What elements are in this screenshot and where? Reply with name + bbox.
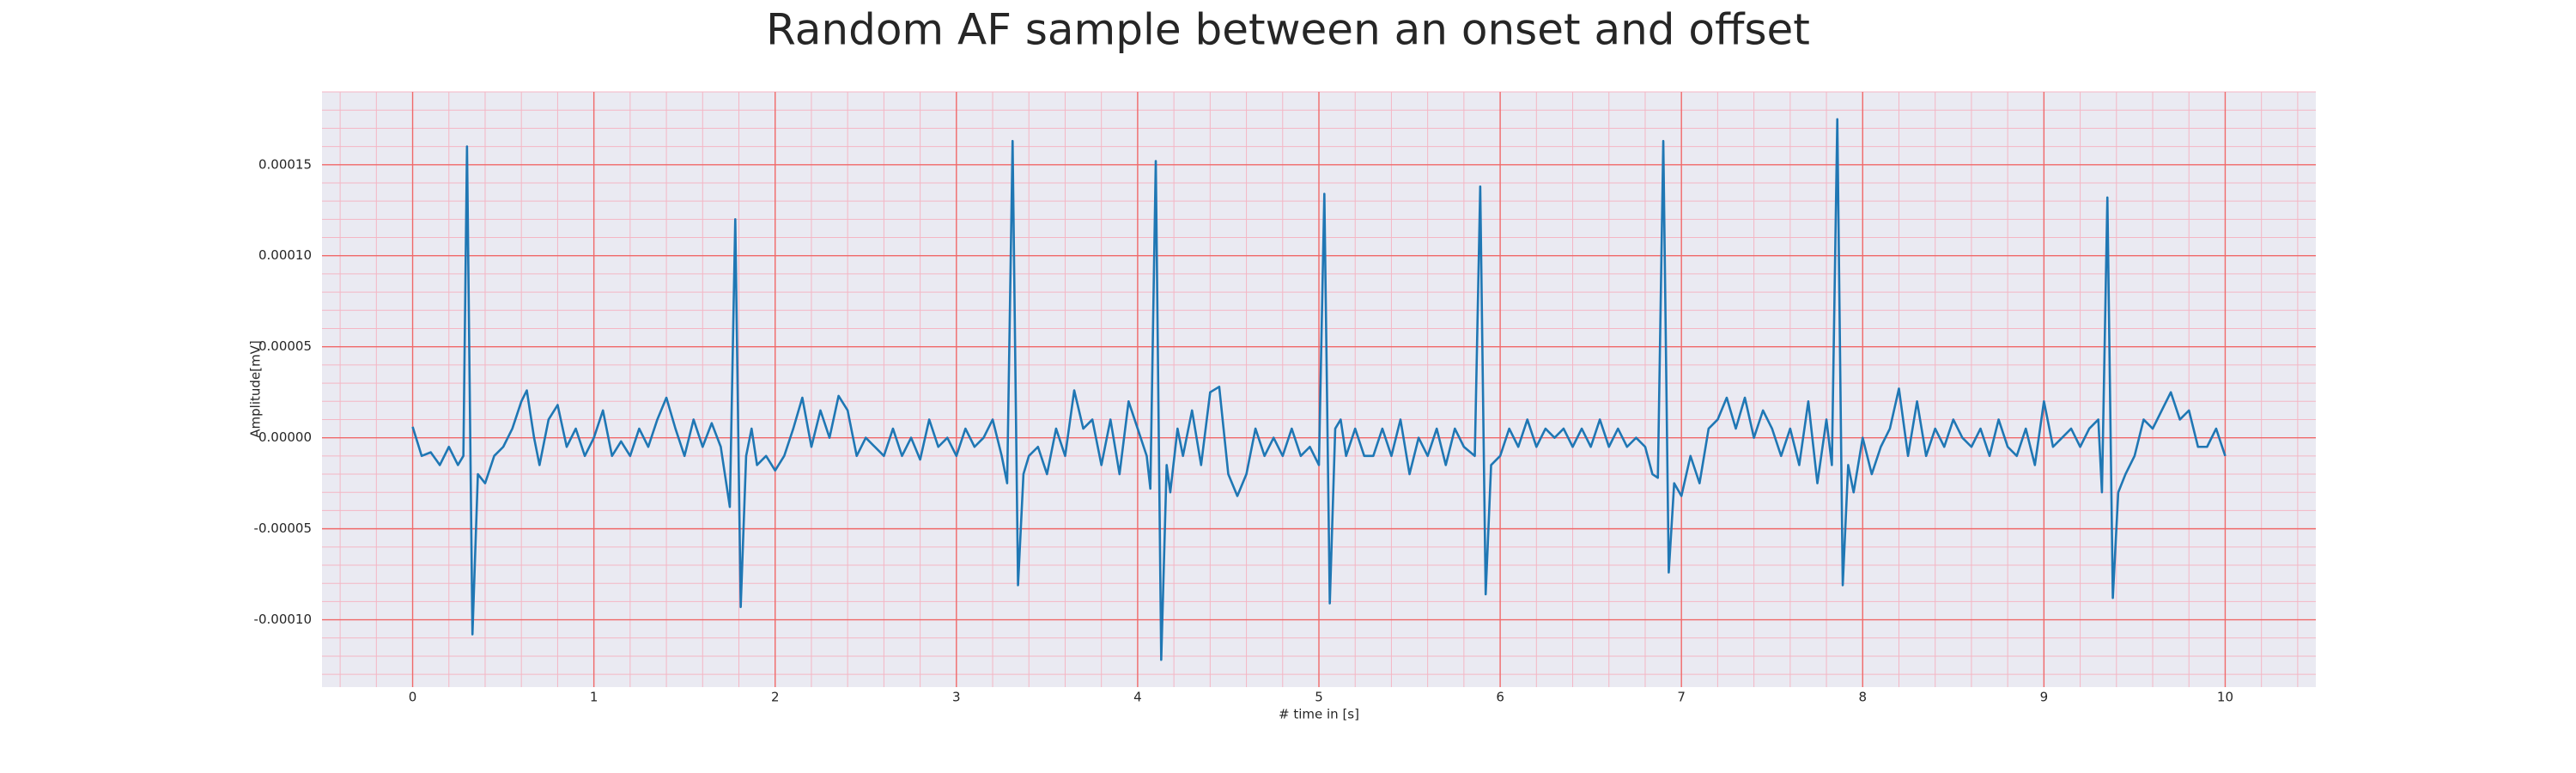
x-tick-label: 1: [590, 690, 598, 705]
x-axis-label: # time in [s]: [1279, 707, 1359, 722]
x-tick-label: 9: [2040, 690, 2049, 705]
grid: [322, 91, 2316, 687]
x-tick-label: 0: [409, 690, 417, 705]
y-tick-label: 0.00015: [258, 156, 312, 172]
y-tick-label: -0.00005: [254, 520, 312, 536]
x-tick-label: 6: [1496, 690, 1504, 705]
y-tick-label: 0.00010: [258, 247, 312, 263]
y-axis-label: Amplitude[mV]: [248, 340, 264, 437]
x-tick-label: 10: [2217, 690, 2233, 705]
x-tick-label: 3: [952, 690, 961, 705]
x-tick-label: 7: [1677, 690, 1686, 705]
chart-title: Random AF sample between an onset and of…: [766, 5, 1810, 55]
x-tick-label: 4: [1133, 690, 1142, 705]
x-tick-label: 2: [771, 690, 780, 705]
signal-line: [411, 118, 2227, 661]
y-tick-label: -0.00010: [254, 612, 312, 627]
y-tick-label: 0.00005: [258, 338, 312, 354]
x-tick-label: 8: [1858, 690, 1867, 705]
y-tick-label: 0.00000: [258, 429, 312, 445]
x-tick-label: 5: [1315, 690, 1323, 705]
